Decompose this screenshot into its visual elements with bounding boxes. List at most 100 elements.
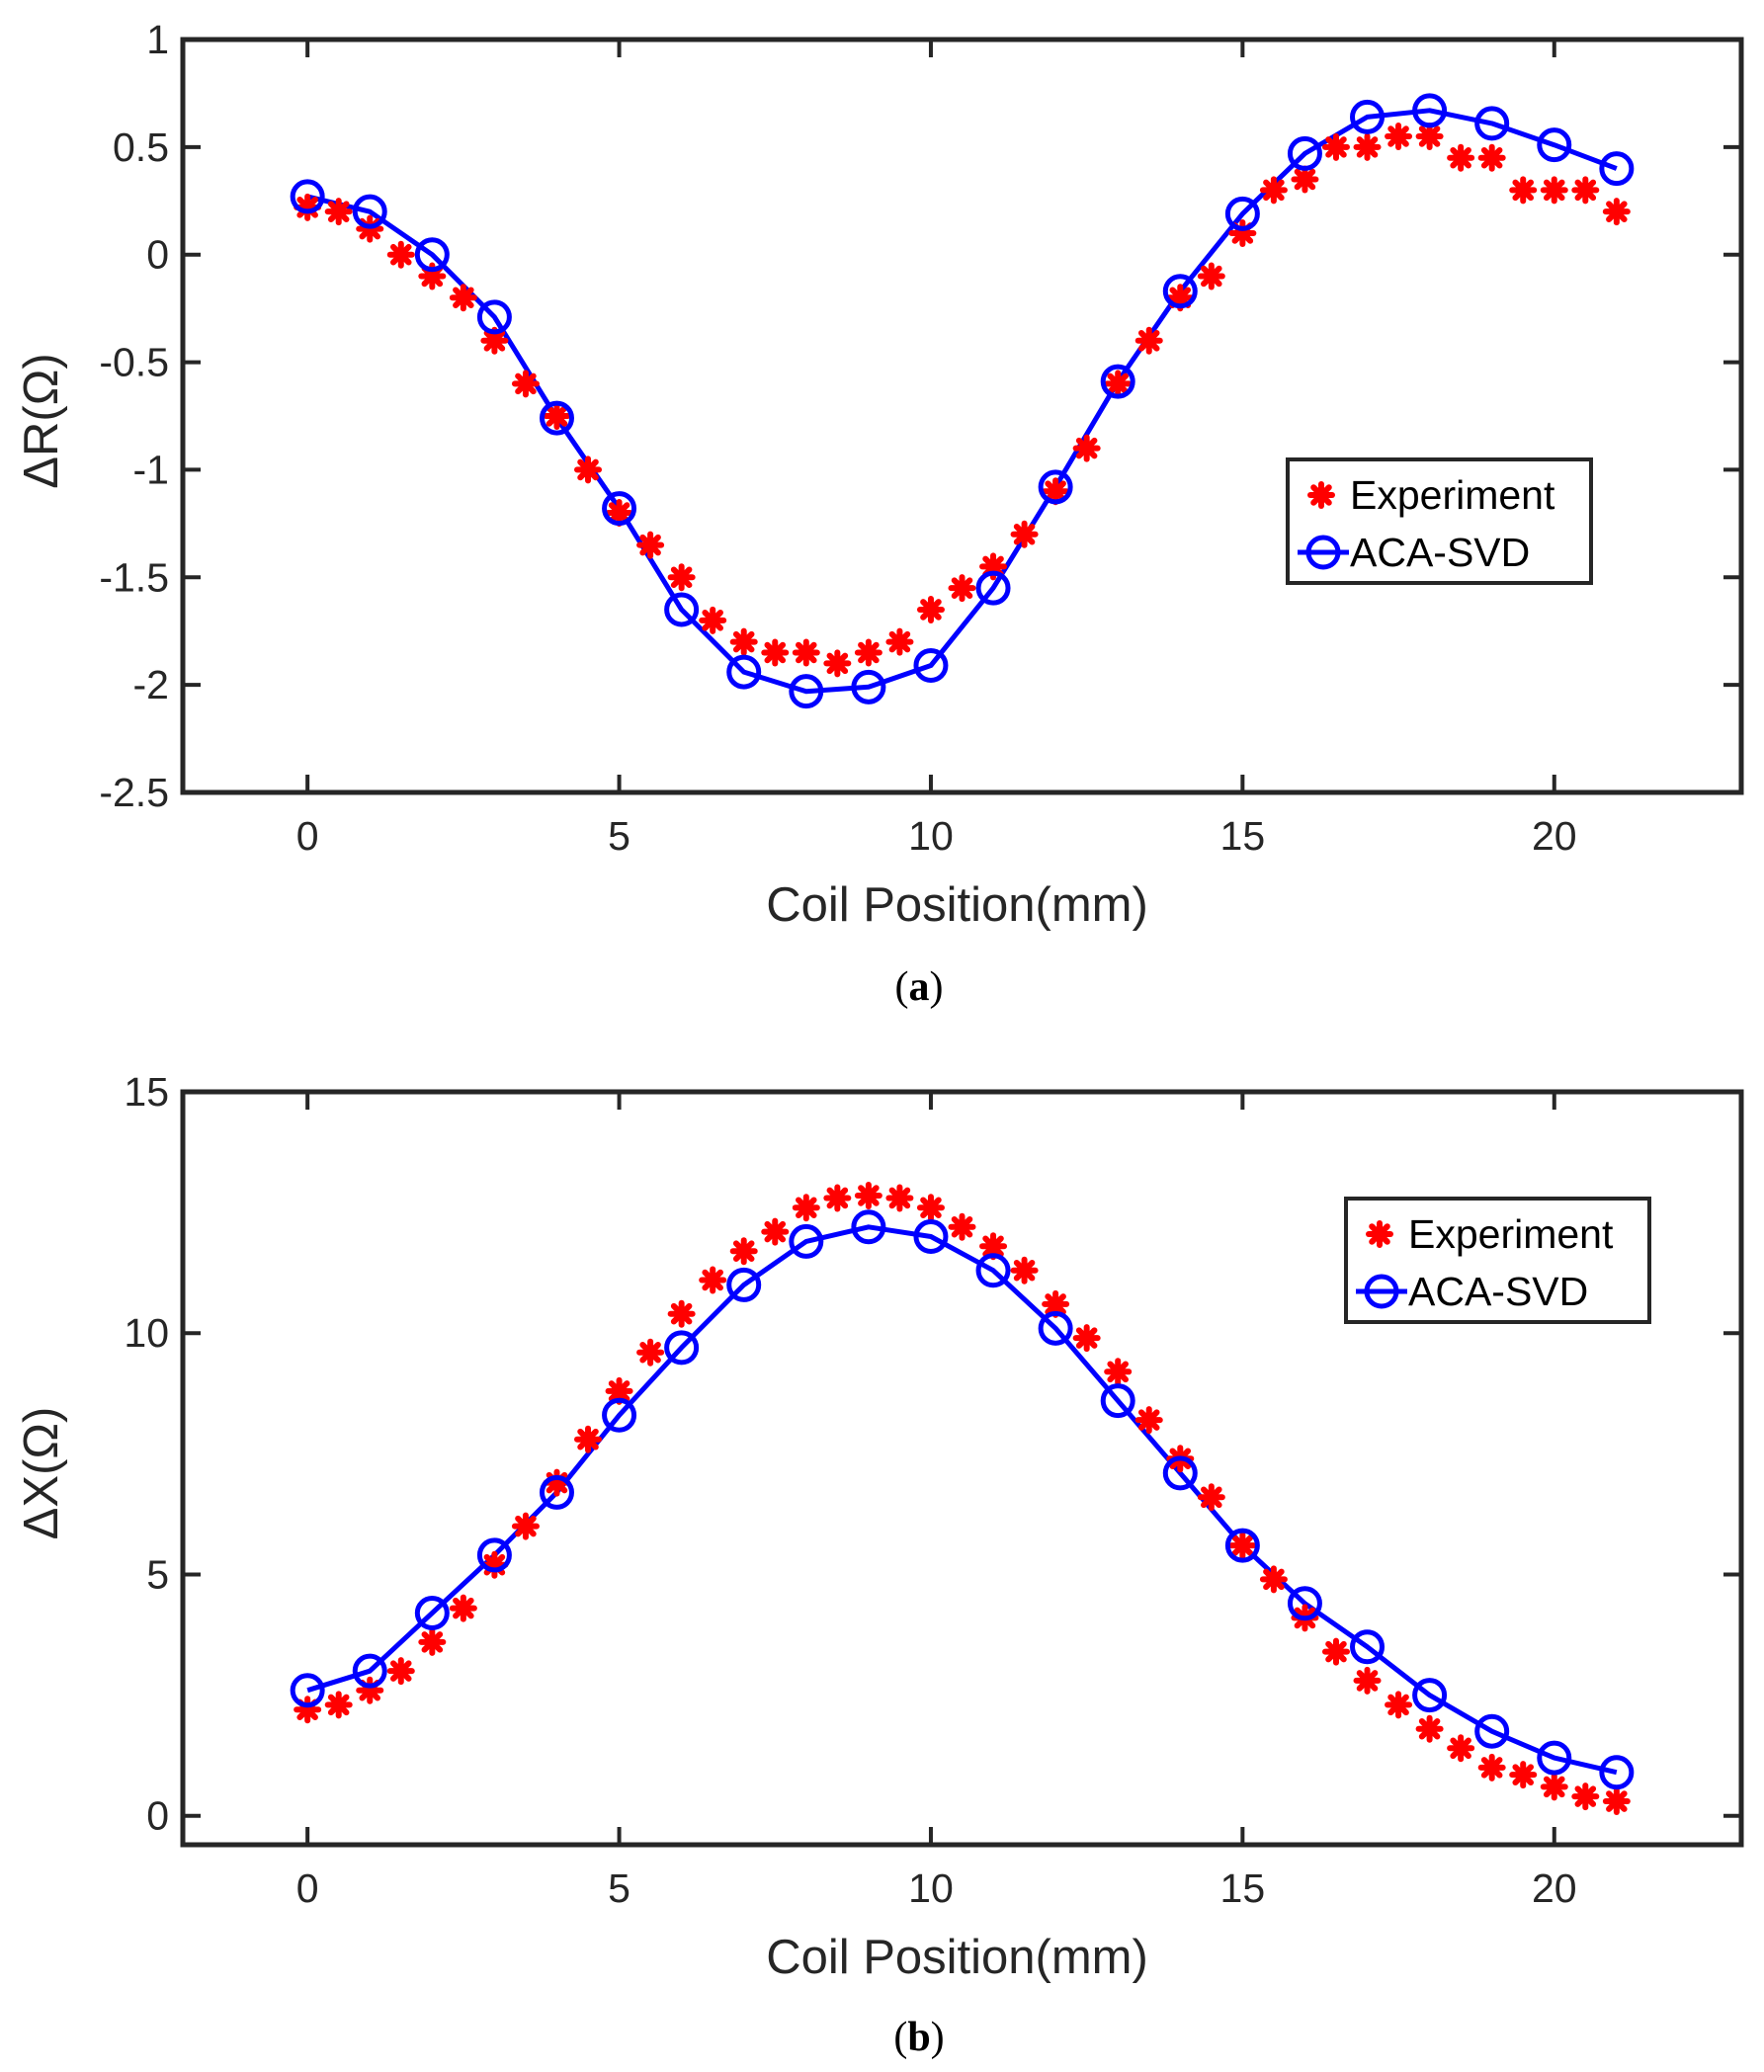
experiment-marker xyxy=(1010,520,1039,548)
y-tick-label: -1.5 xyxy=(99,554,169,600)
aca-svd-marker xyxy=(726,654,762,690)
aca-svd-marker xyxy=(414,237,450,273)
experiment-marker xyxy=(636,1338,665,1367)
experiment-marker xyxy=(1602,198,1631,226)
experiment-marker xyxy=(1447,143,1475,172)
experiment-marker xyxy=(761,1217,790,1246)
experiment-marker xyxy=(1321,132,1350,161)
experiment-marker xyxy=(1366,1220,1393,1248)
experiment-marker xyxy=(1228,1532,1257,1560)
experiment-marker xyxy=(1197,1483,1225,1512)
caption-open-paren: ( xyxy=(893,2015,907,2060)
aca-svd-marker xyxy=(913,1219,949,1255)
legend-label-aca-svd: ACA-SVD xyxy=(1350,530,1530,575)
caption-close-paren: ) xyxy=(930,964,944,1010)
y-tick-label: -2.5 xyxy=(99,770,169,815)
experiment-marker xyxy=(1042,477,1070,506)
aca-svd-marker xyxy=(1287,135,1322,171)
experiment-marker xyxy=(792,1194,820,1222)
aca-svd-marker xyxy=(1162,1455,1198,1491)
x-tick-label: 10 xyxy=(908,1865,954,1911)
experiment-marker xyxy=(1353,132,1382,161)
aca-svd-marker xyxy=(539,1474,574,1510)
legend-label-aca-svd: ACA-SVD xyxy=(1408,1269,1588,1314)
aca-svd-marker xyxy=(476,299,512,335)
aca-svd-marker xyxy=(789,674,824,709)
aca-svd-marker xyxy=(1038,469,1073,505)
aca-svd-marker xyxy=(602,1397,637,1433)
experiment-marker xyxy=(729,1237,758,1266)
experiment-marker xyxy=(480,326,509,355)
experiment-marker xyxy=(916,595,945,623)
aca-svd-marker xyxy=(602,491,637,527)
aca-svd-marker xyxy=(664,592,700,627)
aca-svd-marker xyxy=(975,1253,1011,1288)
aca-svd-marker xyxy=(1350,99,1386,134)
chart-panel-b: 0 5 10 15 0 5 10 15 20 Coil Position(mm) ΔX(Ω) Expe… xyxy=(15,1069,1744,2060)
experiment-marker xyxy=(511,1512,540,1540)
experiment-marker xyxy=(1447,1734,1475,1763)
x-tick-label: 5 xyxy=(608,1865,630,1911)
y-tick-label: -2 xyxy=(133,662,169,707)
x-tick-label: 5 xyxy=(608,813,630,859)
aca-svd-marker xyxy=(476,1537,512,1573)
aca-svd-marker xyxy=(1537,1740,1572,1776)
experiment-marker xyxy=(1010,1256,1039,1285)
aca-svd-marker xyxy=(414,1596,450,1631)
aca-svd-marker xyxy=(1350,1629,1386,1665)
legend: Experiment ACA-SVD xyxy=(1286,457,1593,585)
experiment-marker xyxy=(667,563,696,592)
x-axis-label: Coil Position(mm) xyxy=(766,1931,1148,1984)
experiment-marker xyxy=(1571,176,1600,205)
y-tick-label: 10 xyxy=(124,1310,169,1356)
aca-svd-marker xyxy=(726,1267,762,1302)
experiment-marker xyxy=(823,649,852,678)
experiment-marker xyxy=(948,1212,976,1241)
experiment-marker xyxy=(667,1299,696,1328)
legend: Experiment ACA-SVD xyxy=(1344,1197,1651,1324)
experiment-marker xyxy=(1509,1761,1538,1789)
aca-svd-marker xyxy=(789,1223,824,1259)
aca-svd-marker xyxy=(352,1653,387,1689)
aca-svd-marker xyxy=(1287,1586,1322,1621)
experiment-marker xyxy=(885,627,914,656)
x-tick-label: 15 xyxy=(1220,813,1266,859)
experiment-marker xyxy=(543,402,571,430)
experiment-marker xyxy=(574,1425,603,1453)
y-tick-label: 0 xyxy=(146,1793,169,1839)
experiment-marker xyxy=(1197,262,1225,290)
legend-marker-aca-svd xyxy=(1364,1274,1399,1309)
panel-caption: (b) xyxy=(893,2015,944,2060)
caption-open-paren: ( xyxy=(895,964,909,1010)
aca-svd-marker xyxy=(1162,274,1198,309)
experiment-marker xyxy=(699,606,727,634)
aca-svd-line xyxy=(306,108,1618,695)
experiment-marker xyxy=(1540,176,1568,205)
experiment-marker xyxy=(1477,143,1506,172)
experiment-marker xyxy=(1415,122,1444,150)
experiment-marker xyxy=(418,1627,447,1656)
aca-svd-marker xyxy=(1038,1310,1073,1346)
aca-svd-marker xyxy=(1100,1383,1135,1419)
experiment-marker xyxy=(1072,1324,1101,1353)
experiment-marker xyxy=(605,1376,633,1405)
experiment-marker xyxy=(1477,1753,1506,1782)
y-tick-label: -0.5 xyxy=(99,340,169,385)
caption-close-paren: ) xyxy=(931,2015,945,2060)
legend-marker-aca-svd xyxy=(1305,535,1341,570)
experiment-marker xyxy=(511,370,540,398)
aca-svd-marker xyxy=(1474,1713,1510,1749)
experiment-marker xyxy=(1259,176,1288,205)
experiment-marker xyxy=(1072,434,1101,462)
experiment-marker xyxy=(1353,1666,1382,1695)
experiment-marker xyxy=(729,627,758,656)
y-tick-label: 0.5 xyxy=(113,124,169,170)
experiment-marker xyxy=(324,1691,353,1719)
aca-svd-marker xyxy=(352,194,387,229)
legend-box xyxy=(1344,1197,1651,1324)
aca-svd-marker xyxy=(851,1209,886,1245)
y-tick-label: 1 xyxy=(146,17,169,62)
aca-svd-marker xyxy=(1537,127,1572,163)
